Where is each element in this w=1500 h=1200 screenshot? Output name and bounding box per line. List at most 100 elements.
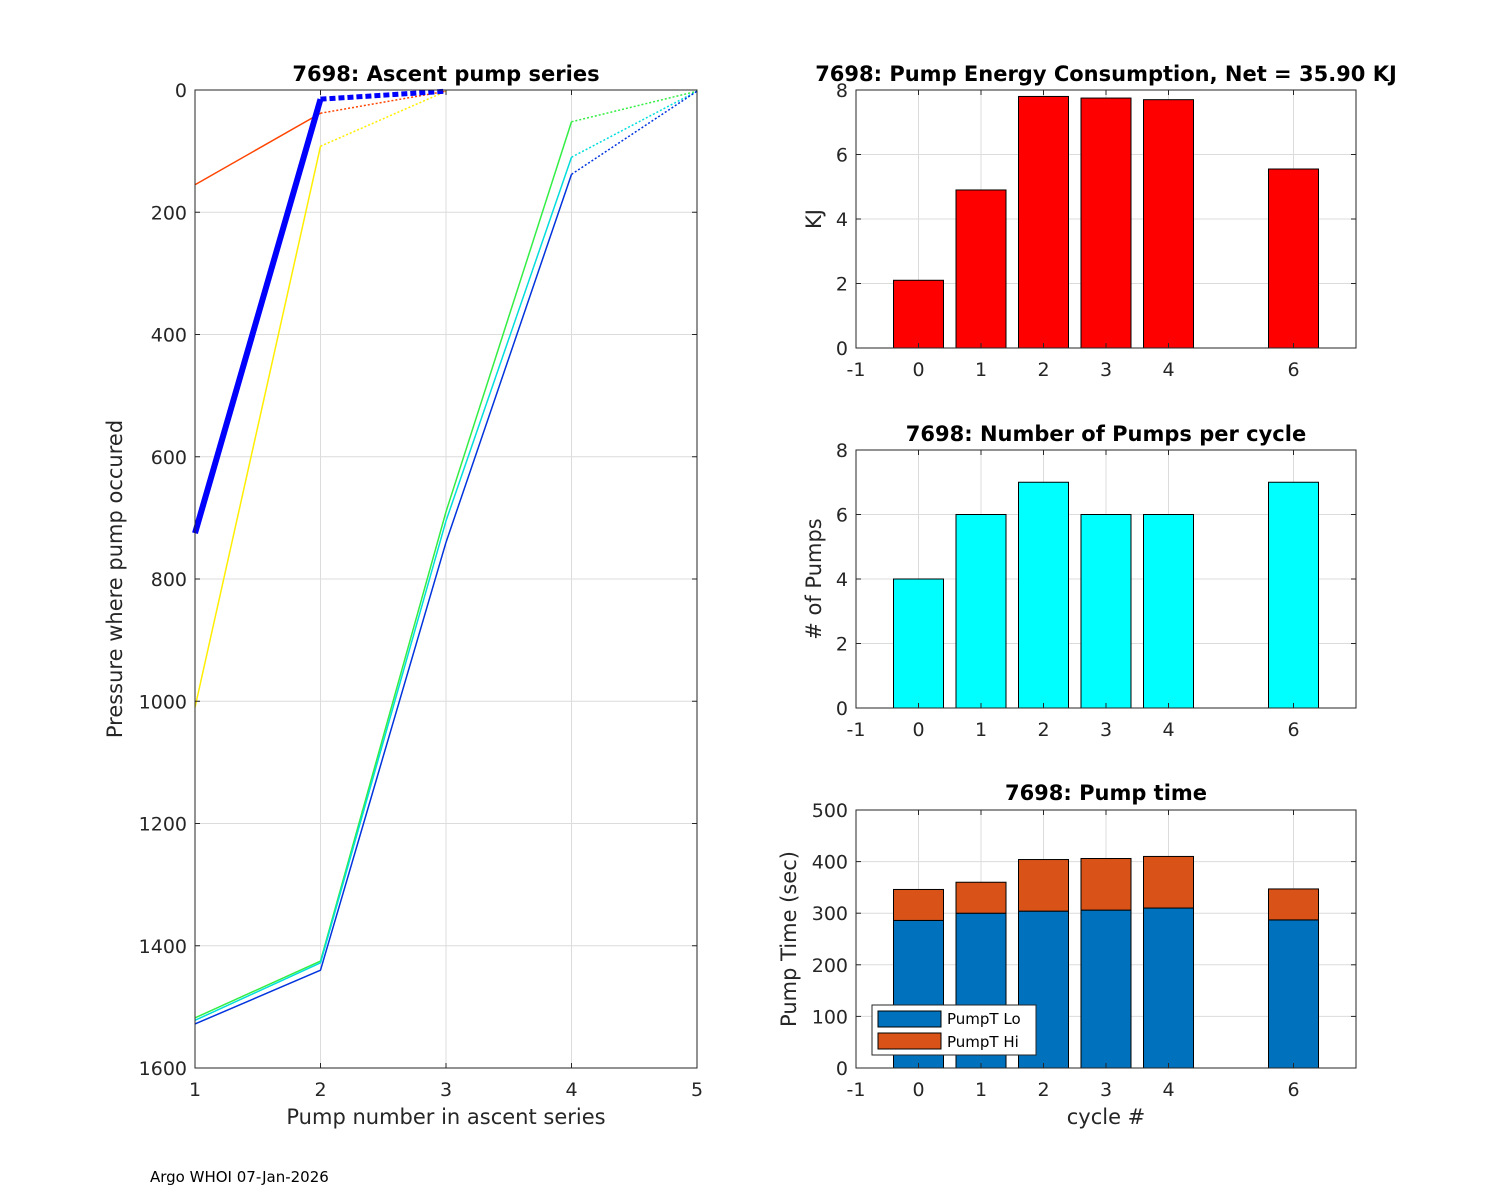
npumps-bars	[893, 481, 1319, 709]
pumptime-hi-bar	[1018, 859, 1069, 912]
ascent-ylabel: Pressure where pump occured	[103, 420, 127, 738]
ascent-title: 7698: Ascent pump series	[292, 62, 599, 86]
npumps-ylabel: # of Pumps	[802, 518, 826, 640]
y-tick-label: 200	[812, 955, 848, 977]
pumptime-hi-bar	[1143, 855, 1194, 909]
pumptime-lo-bar	[1268, 919, 1319, 1069]
npumps-bar	[1143, 514, 1194, 709]
x-tick-label: 6	[1287, 1079, 1299, 1101]
footer-text: Argo WHOI 07-Jan-2026	[150, 1168, 329, 1186]
x-tick-label: 1	[189, 1079, 201, 1101]
energy-bar	[1018, 95, 1069, 349]
y-tick-label: 0	[836, 1058, 848, 1080]
energy-bar	[1080, 97, 1132, 349]
pumptime-ylabel: Pump Time (sec)	[777, 851, 801, 1027]
x-tick-label: 1	[975, 359, 987, 381]
x-tick-label: 0	[912, 1079, 924, 1101]
y-tick-label: 2	[836, 274, 848, 296]
pumptime-hi-bar	[893, 888, 944, 921]
x-tick-label: -1	[847, 1079, 866, 1101]
y-tick-label: 2	[836, 634, 848, 656]
npumps-title: 7698: Number of Pumps per cycle	[906, 422, 1306, 446]
npumps-bar	[955, 514, 1007, 709]
x-tick-label: 3	[1100, 1079, 1112, 1101]
legend-swatch-hi	[877, 1032, 942, 1050]
y-tick-label: 100	[812, 1006, 848, 1028]
x-tick-label: -1	[847, 719, 866, 741]
y-tick-label: 1400	[139, 936, 187, 958]
y-tick-label: 4	[836, 569, 848, 591]
ascent-series-line	[194, 174, 573, 1025]
x-tick-label: 0	[912, 719, 924, 741]
y-tick-label: 400	[812, 852, 848, 874]
energy-title: 7698: Pump Energy Consumption, Net = 35.…	[815, 62, 1397, 86]
npumps-bar	[1080, 514, 1132, 709]
y-tick-label: 400	[151, 325, 187, 347]
pumptime-lo-bar	[1080, 909, 1132, 1069]
ascent-series-dotted-tail	[320, 90, 447, 147]
y-tick-label: 8	[836, 440, 848, 462]
y-tick-label: 500	[812, 800, 848, 822]
ascent-lines	[192, 88, 698, 1025]
y-tick-label: 1000	[139, 691, 187, 713]
x-tick-label: 2	[1037, 1079, 1049, 1101]
ascent-series-dotted-tail	[320, 88, 447, 102]
energy-bar	[893, 279, 944, 349]
npumps-bar	[1018, 481, 1069, 709]
x-tick-label: 4	[1162, 719, 1174, 741]
x-tick-label: 0	[912, 359, 924, 381]
x-tick-label: 4	[1162, 1079, 1174, 1101]
y-tick-label: 1200	[139, 814, 187, 836]
y-tick-label: 1600	[139, 1058, 187, 1080]
npumps-bar	[893, 578, 944, 709]
ascent-series-dotted-tail	[571, 90, 698, 158]
x-tick-label: 1	[975, 1079, 987, 1101]
pumptime-hi-bar	[1268, 888, 1319, 921]
y-tick-label: 0	[175, 80, 187, 102]
ascent-series-line	[194, 121, 573, 1019]
pumptime-lo-bar	[1143, 907, 1194, 1069]
x-tick-label: 3	[1100, 359, 1112, 381]
y-tick-label: 200	[151, 202, 187, 224]
energy-bars	[893, 95, 1319, 349]
ascent-series-dotted-tail	[571, 90, 698, 175]
x-tick-label: 3	[1100, 719, 1112, 741]
x-tick-label: -1	[847, 359, 866, 381]
ascent-ticks: 1 2 3 4 5 0 200 400 600 800 1000 1200 1400 1600	[139, 80, 703, 1101]
legend-label-hi: PumpT Hi	[947, 1033, 1019, 1051]
y-tick-label: 600	[151, 447, 187, 469]
x-tick-label: 1	[975, 719, 987, 741]
x-tick-label: 5	[691, 1079, 703, 1101]
pumptime-hi-bar	[955, 881, 1007, 914]
legend-label-lo: PumpT Lo	[947, 1010, 1021, 1028]
x-tick-label: 6	[1287, 719, 1299, 741]
y-tick-label: 0	[836, 338, 848, 360]
pumptime-bars	[893, 855, 1319, 1069]
y-tick-label: 8	[836, 80, 848, 102]
energy-bar	[1143, 99, 1194, 349]
y-tick-label: 6	[836, 505, 848, 527]
ascent-series-line	[194, 146, 322, 708]
pumptime-hi-bar	[1080, 858, 1132, 911]
pumptime-title: 7698: Pump time	[1005, 781, 1207, 805]
x-tick-label: 2	[1037, 359, 1049, 381]
pumptime-xlabel: cycle #	[1067, 1105, 1146, 1129]
x-tick-label: 6	[1287, 359, 1299, 381]
pumptime-legend: PumpT Lo PumpT Hi	[871, 1004, 1037, 1056]
legend-swatch-lo	[877, 1010, 942, 1028]
ascent-series-dotted-tail	[320, 90, 447, 114]
x-tick-label: 4	[1162, 359, 1174, 381]
energy-bar	[955, 189, 1007, 349]
x-tick-label: 2	[314, 1079, 326, 1101]
x-tick-label: 4	[565, 1079, 577, 1101]
y-tick-label: 6	[836, 145, 848, 167]
npumps-bar	[1268, 481, 1319, 709]
y-tick-label: 0	[836, 698, 848, 720]
y-tick-label: 4	[836, 209, 848, 231]
ascent-series-line	[194, 156, 573, 1022]
